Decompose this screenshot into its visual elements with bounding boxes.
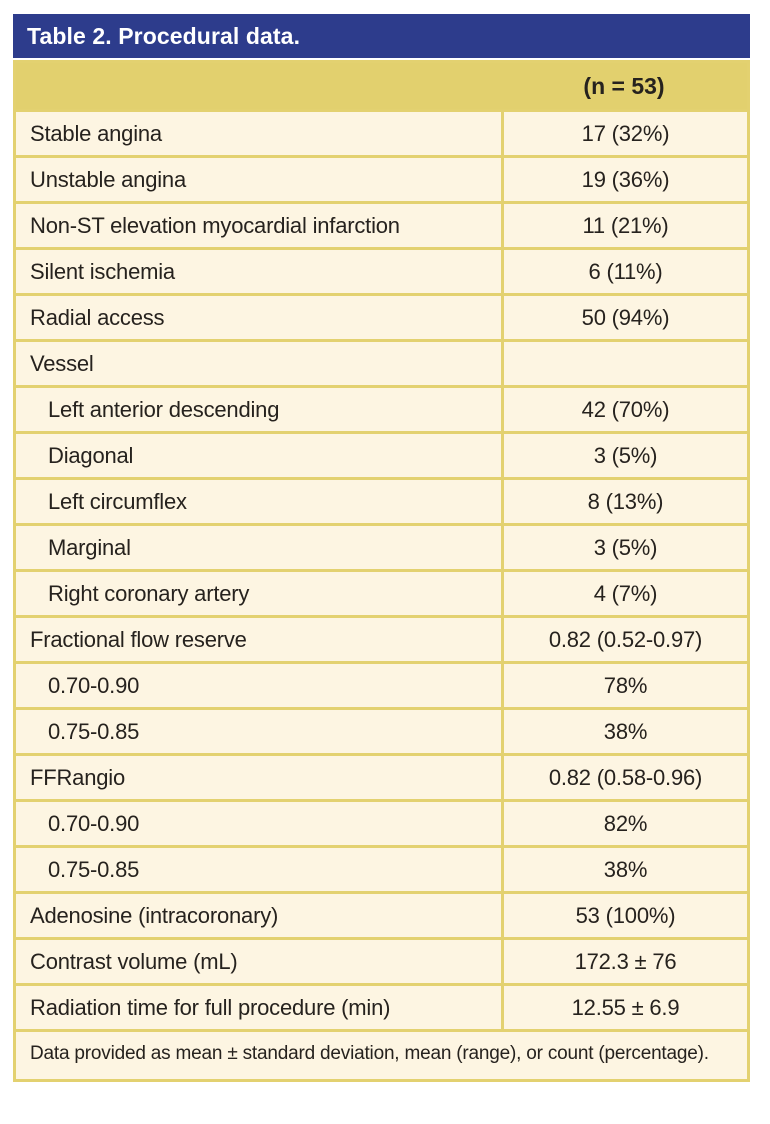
table-title-bar: Table 2. Procedural data. — [13, 14, 750, 58]
row-label: Left anterior descending — [48, 396, 280, 422]
row-value: 78% — [501, 664, 747, 707]
table-row: Non-ST elevation myocardial infarction 1… — [16, 201, 747, 247]
table-row: 0.75-0.85 38% — [16, 707, 747, 753]
row-value: 82% — [501, 802, 747, 845]
row-value: 50 (94%) — [501, 296, 747, 339]
row-label: FFRangio — [30, 764, 125, 790]
row-value: 0.82 (0.52-0.97) — [501, 618, 747, 661]
row-label: Adenosine (intracoronary) — [30, 902, 279, 928]
row-value: 12.55 ± 6.9 — [501, 986, 747, 1029]
table-row: 0.75-0.85 38% — [16, 845, 747, 891]
table-body: (n = 53) Stable angina 17 (32%) Unstable… — [13, 60, 750, 1082]
row-label: Right coronary artery — [48, 580, 250, 606]
row-value: 0.82 (0.58-0.96) — [501, 756, 747, 799]
row-label: 0.75-0.85 — [48, 718, 140, 744]
table-row: Left anterior descending 42 (70%) — [16, 385, 747, 431]
row-label: 0.70-0.90 — [48, 810, 140, 836]
table-footnote: Data provided as mean ± standard deviati… — [16, 1029, 747, 1079]
table-row: Diagonal 3 (5%) — [16, 431, 747, 477]
table-row: Adenosine (intracoronary) 53 (100%) — [16, 891, 747, 937]
table-row: Marginal 3 (5%) — [16, 523, 747, 569]
row-value: 53 (100%) — [501, 894, 747, 937]
n-column-header: (n = 53) — [583, 72, 665, 99]
row-label: Silent ischemia — [30, 258, 175, 284]
row-value: 38% — [501, 848, 747, 891]
row-value: 11 (21%) — [501, 204, 747, 247]
table-row: Left circumflex 8 (13%) — [16, 477, 747, 523]
table-row: Silent ischemia 6 (11%) — [16, 247, 747, 293]
row-value — [501, 342, 747, 385]
table-row: 0.70-0.90 78% — [16, 661, 747, 707]
row-value: 42 (70%) — [501, 388, 747, 431]
procedural-data-table: Table 2. Procedural data. (n = 53) Stabl… — [13, 14, 750, 1082]
table-row: Unstable angina 19 (36%) — [16, 155, 747, 201]
row-value: 6 (11%) — [501, 250, 747, 293]
table-row: FFRangio 0.82 (0.58-0.96) — [16, 753, 747, 799]
row-label: 0.75-0.85 — [48, 856, 140, 882]
table-row: Contrast volume (mL) 172.3 ± 76 — [16, 937, 747, 983]
row-label: Radial access — [30, 304, 165, 330]
row-label: Diagonal — [48, 442, 134, 468]
row-label: 0.70-0.90 — [48, 672, 140, 698]
table-row: Fractional flow reserve 0.82 (0.52-0.97) — [16, 615, 747, 661]
row-label: Contrast volume (mL) — [30, 948, 238, 974]
row-value: 3 (5%) — [501, 526, 747, 569]
row-label: Non-ST elevation myocardial infarction — [30, 212, 400, 238]
header-label-spacer — [16, 63, 501, 109]
row-value: 38% — [501, 710, 747, 753]
row-value: 8 (13%) — [501, 480, 747, 523]
row-label: Unstable angina — [30, 166, 187, 192]
row-label: Radiation time for full procedure (min) — [30, 994, 391, 1020]
row-value: 17 (32%) — [501, 112, 747, 155]
table-row: Right coronary artery 4 (7%) — [16, 569, 747, 615]
row-label: Marginal — [48, 534, 131, 560]
table-row: Vessel — [16, 339, 747, 385]
row-value: 19 (36%) — [501, 158, 747, 201]
table-rows: Stable angina 17 (32%) Unstable angina 1… — [16, 109, 747, 1029]
row-label: Left circumflex — [48, 488, 187, 514]
row-value: 172.3 ± 76 — [501, 940, 747, 983]
table-title: Table 2. Procedural data. — [27, 22, 301, 49]
row-value: 4 (7%) — [501, 572, 747, 615]
table-header-row: (n = 53) — [16, 63, 747, 109]
row-label: Fractional flow reserve — [30, 626, 247, 652]
table-row: Radial access 50 (94%) — [16, 293, 747, 339]
row-value: 3 (5%) — [501, 434, 747, 477]
row-label: Stable angina — [30, 120, 162, 146]
row-label: Vessel — [30, 350, 94, 376]
table-row: Radiation time for full procedure (min) … — [16, 983, 747, 1029]
table-row: 0.70-0.90 82% — [16, 799, 747, 845]
table-row: Stable angina 17 (32%) — [16, 109, 747, 155]
